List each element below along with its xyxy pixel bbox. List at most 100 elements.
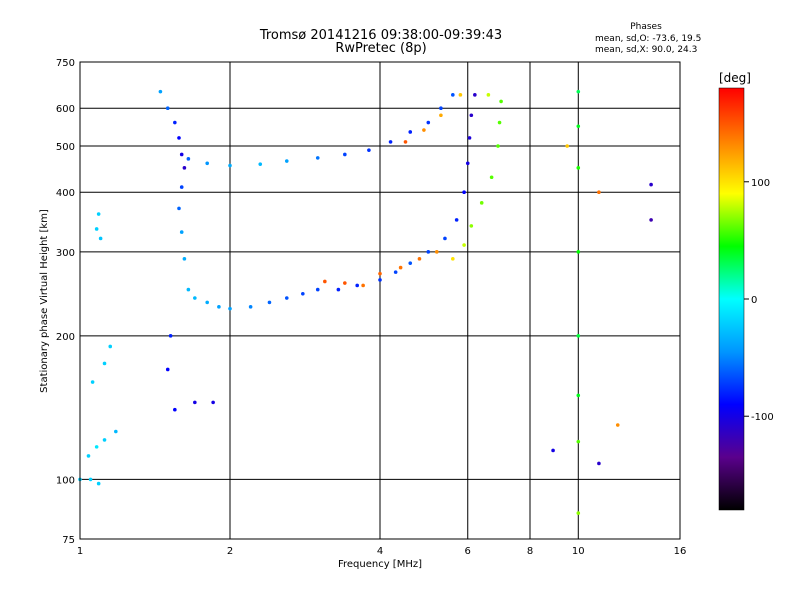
data-point <box>323 279 327 284</box>
data-point <box>182 257 187 261</box>
data-point <box>90 380 95 384</box>
data-point <box>301 291 305 296</box>
data-point <box>88 477 93 482</box>
data-point <box>211 400 215 405</box>
y-tick-label: 300 <box>56 248 75 259</box>
data-point <box>408 261 413 265</box>
data-point <box>496 144 500 148</box>
data-point <box>193 400 197 405</box>
data-point <box>486 93 491 97</box>
data-point <box>343 281 347 285</box>
data-point <box>102 361 107 366</box>
data-point <box>186 287 191 292</box>
data-point <box>177 136 181 140</box>
data-point <box>403 140 408 144</box>
x-tick-label: 1 <box>77 546 83 557</box>
data-point <box>551 448 555 453</box>
y-tick-label: 500 <box>56 142 75 153</box>
data-point <box>649 218 653 222</box>
data-point <box>114 429 118 434</box>
data-point <box>173 120 177 125</box>
phases-mean-x: mean, sd,X: 90.0, 24.3 <box>595 45 697 55</box>
y-tick-label: 750 <box>56 58 75 69</box>
data-point <box>378 271 382 276</box>
x-tick-label: 8 <box>527 546 533 557</box>
data-point <box>576 334 581 338</box>
data-point <box>228 306 232 311</box>
data-point <box>165 367 170 372</box>
colorbar-ticks: 100 0 -100 <box>744 178 774 423</box>
data-point <box>454 218 459 222</box>
y-axis-label: Stationary phase Virtual Height [km] <box>39 209 50 393</box>
data-point <box>576 89 581 94</box>
data-point <box>417 257 422 261</box>
data-point <box>398 265 403 270</box>
data-point <box>258 162 263 166</box>
data-point <box>597 190 601 195</box>
y-tick-label: 200 <box>56 332 75 343</box>
colorbar-label: [deg] <box>719 71 751 85</box>
data-point <box>267 300 272 305</box>
x-tick-label: 10 <box>572 546 585 557</box>
data-point <box>378 278 382 282</box>
data-point <box>284 159 289 163</box>
x-axis-ticks: 1 2 4 6 8 10 16 <box>77 546 687 557</box>
data-point <box>469 224 474 228</box>
data-point <box>434 250 439 254</box>
data-point <box>462 243 466 247</box>
x-tick-label: 16 <box>674 546 687 557</box>
data-point <box>408 130 413 134</box>
data-point <box>179 152 184 157</box>
data-point <box>497 120 502 125</box>
data-point <box>576 393 581 398</box>
data-point <box>489 175 494 180</box>
data-point <box>576 439 581 444</box>
y-axis-ticks: 75 100 200 300 400 500 600 750 <box>56 58 75 546</box>
data-point <box>315 156 320 160</box>
y-tick-label: 75 <box>62 535 75 546</box>
data-point <box>469 113 474 118</box>
data-point <box>565 144 569 148</box>
colorbar <box>718 87 745 511</box>
data-point <box>217 305 221 309</box>
phases-mean-o: mean, sd,O: -73.6, 19.5 <box>595 34 701 44</box>
data-point <box>393 270 398 274</box>
data-point <box>355 283 359 288</box>
colorbar-tick-label: 100 <box>751 178 770 189</box>
data-point <box>439 113 443 118</box>
data-point <box>458 93 463 97</box>
data-point <box>451 257 455 261</box>
data-point <box>388 140 393 144</box>
data-point <box>336 287 341 292</box>
y-tick-label: 600 <box>56 104 75 115</box>
data-point <box>426 250 431 254</box>
data-point <box>615 423 620 427</box>
data-point <box>499 99 503 104</box>
data-point <box>186 157 191 161</box>
plot-frame <box>79 61 681 540</box>
x-tick-label: 4 <box>377 546 383 557</box>
chart-title: Tromsø 20141216 09:38:00-09:39:43 <box>259 28 502 43</box>
data-point <box>439 106 443 111</box>
grid-lines <box>80 62 680 539</box>
data-point <box>205 161 209 166</box>
data-point <box>102 438 107 442</box>
data-point <box>576 250 581 254</box>
data-point <box>479 201 484 205</box>
data-point <box>422 128 426 132</box>
phases-header: Phases <box>630 22 662 32</box>
data-point <box>168 334 173 338</box>
data-point <box>248 305 253 309</box>
data-point <box>94 445 99 449</box>
data-point <box>465 161 470 166</box>
data-point <box>158 89 163 94</box>
x-tick-label: 2 <box>227 546 233 557</box>
data-point <box>576 511 581 515</box>
data-point <box>597 461 601 466</box>
y-tick-label: 400 <box>56 188 75 199</box>
data-point <box>315 287 320 292</box>
data-point <box>108 344 113 349</box>
data-point <box>86 454 91 458</box>
data-point <box>284 296 289 300</box>
